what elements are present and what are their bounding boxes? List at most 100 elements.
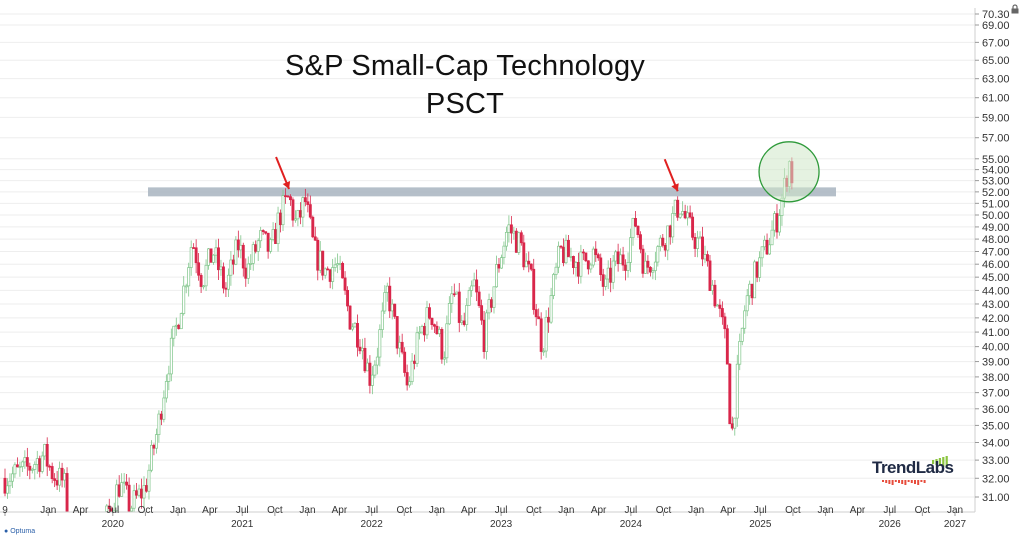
x-month-label: Jul bbox=[754, 505, 767, 516]
candle bbox=[174, 317, 178, 336]
candle bbox=[388, 277, 392, 318]
candle bbox=[425, 300, 429, 340]
candle bbox=[750, 283, 754, 305]
candle bbox=[733, 417, 737, 436]
y-tick-label: 36.00 bbox=[982, 404, 1010, 416]
candle bbox=[55, 470, 59, 491]
candle bbox=[296, 209, 300, 227]
candle bbox=[264, 231, 268, 235]
candle bbox=[475, 269, 479, 302]
candle bbox=[651, 267, 655, 280]
candle bbox=[648, 266, 652, 277]
candle bbox=[713, 279, 717, 308]
candle bbox=[423, 322, 426, 342]
candle bbox=[127, 477, 131, 512]
candle bbox=[574, 261, 578, 277]
candle bbox=[197, 253, 201, 281]
candle bbox=[172, 325, 176, 347]
x-year-label: 2027 bbox=[944, 519, 967, 530]
candle bbox=[768, 237, 771, 255]
x-month-label: Jul bbox=[624, 505, 637, 516]
candle bbox=[25, 447, 29, 476]
candle bbox=[298, 202, 302, 225]
candle bbox=[154, 428, 158, 454]
candle bbox=[666, 225, 670, 261]
candle bbox=[708, 254, 712, 291]
candle bbox=[403, 347, 407, 377]
candle bbox=[179, 312, 183, 330]
resistance-band-layer bbox=[148, 187, 836, 197]
y-tick-label: 35.00 bbox=[982, 420, 1010, 432]
x-month-label: Jan bbox=[40, 505, 56, 516]
candle bbox=[609, 257, 613, 293]
candle bbox=[452, 283, 456, 297]
candle bbox=[589, 262, 593, 273]
candle bbox=[636, 225, 640, 238]
x-month-label: Apr bbox=[202, 505, 218, 516]
candle bbox=[753, 259, 757, 299]
x-month-label: Apr bbox=[591, 505, 607, 516]
candle bbox=[492, 286, 496, 314]
candle bbox=[30, 467, 34, 474]
x-month-label: Jan bbox=[688, 505, 704, 516]
candle bbox=[132, 484, 136, 512]
candle bbox=[437, 326, 441, 337]
lock-icon[interactable] bbox=[1010, 4, 1020, 14]
candle bbox=[517, 231, 521, 255]
x-month-label: Jan bbox=[299, 505, 315, 516]
candle bbox=[38, 455, 42, 478]
candle bbox=[289, 194, 292, 206]
y-tick-label: 59.00 bbox=[982, 112, 1010, 124]
candle bbox=[656, 244, 660, 267]
candle bbox=[500, 254, 503, 269]
candle bbox=[683, 204, 687, 220]
candle bbox=[549, 287, 553, 324]
candle bbox=[269, 237, 273, 254]
y-tick-label: 54.00 bbox=[982, 165, 1010, 177]
y-tick-label: 38.00 bbox=[982, 372, 1010, 384]
candle bbox=[668, 224, 672, 245]
candle bbox=[202, 285, 206, 290]
candle bbox=[318, 241, 322, 274]
breakout-highlight-circle bbox=[758, 141, 820, 203]
candle bbox=[594, 241, 598, 262]
candle bbox=[639, 231, 642, 254]
candle bbox=[547, 307, 551, 333]
candle bbox=[472, 272, 476, 287]
x-month-label: Apr bbox=[332, 505, 348, 516]
chart-subtitle: PSCT bbox=[425, 88, 505, 120]
candle bbox=[162, 390, 166, 423]
candle bbox=[125, 474, 129, 490]
candle bbox=[626, 252, 630, 278]
candle bbox=[413, 354, 417, 370]
candle bbox=[390, 299, 394, 320]
y-tick-label: 65.00 bbox=[982, 55, 1010, 67]
candle bbox=[50, 462, 54, 484]
candle bbox=[678, 213, 682, 219]
candle bbox=[673, 199, 677, 217]
candle bbox=[487, 293, 491, 320]
candle bbox=[701, 226, 704, 267]
candle bbox=[490, 297, 493, 313]
candle bbox=[450, 286, 454, 313]
y-tick-label: 61.00 bbox=[982, 93, 1010, 105]
y-tick-label: 49.00 bbox=[982, 222, 1010, 234]
y-tick-label: 32.00 bbox=[982, 473, 1010, 485]
y-tick-label: 69.00 bbox=[982, 20, 1010, 32]
candle bbox=[599, 253, 603, 282]
candle bbox=[3, 468, 7, 497]
candle bbox=[370, 366, 374, 395]
candle bbox=[410, 353, 414, 385]
candle bbox=[502, 241, 506, 265]
candle bbox=[122, 472, 126, 494]
candle bbox=[512, 226, 516, 240]
candle bbox=[400, 333, 404, 355]
candle bbox=[259, 226, 263, 249]
annotation-layer bbox=[275, 141, 820, 203]
candle bbox=[360, 338, 364, 360]
x-month-label: Jul bbox=[883, 505, 896, 516]
x-month-label: Jul bbox=[495, 505, 508, 516]
candle bbox=[234, 236, 238, 266]
candle bbox=[586, 260, 590, 275]
